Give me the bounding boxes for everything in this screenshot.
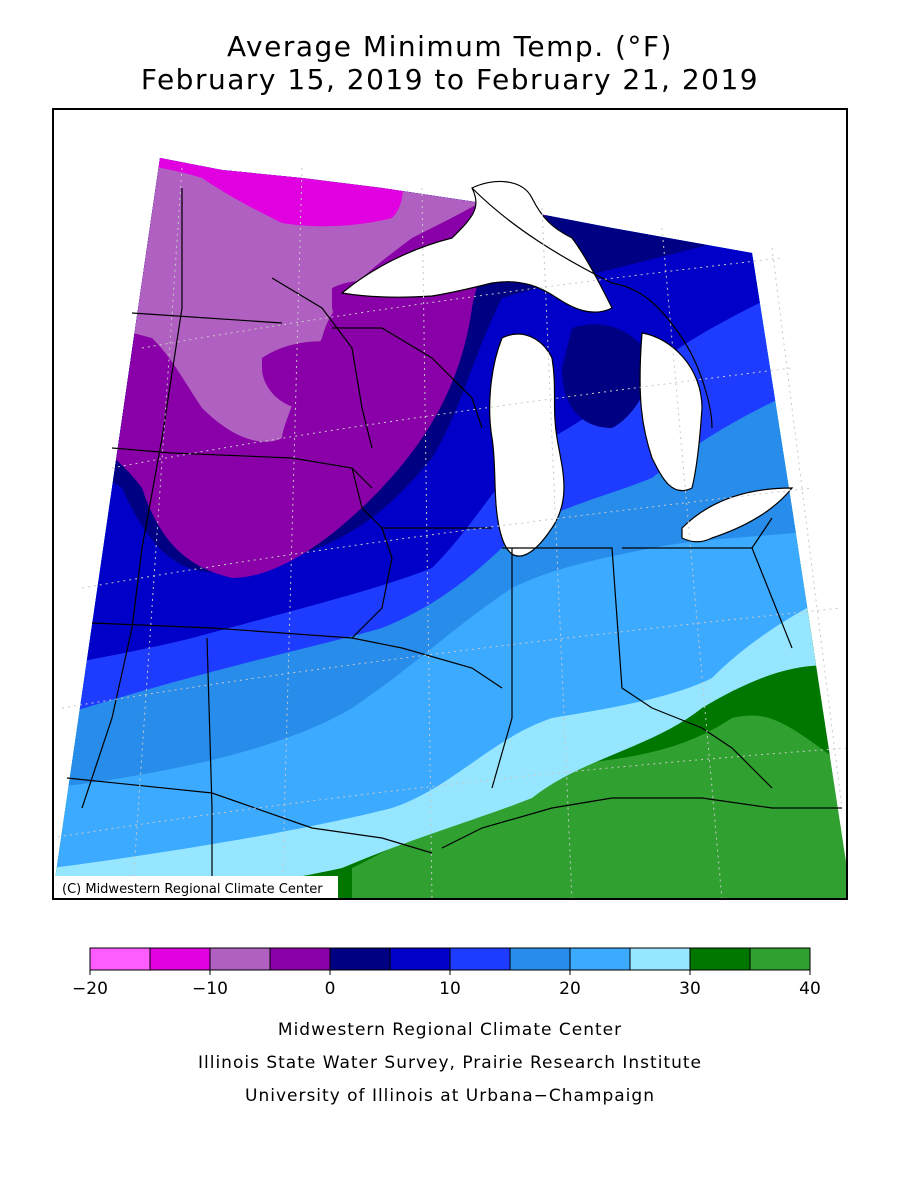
legend-ticks: −20 −10 0 10 20 30 40: [72, 970, 821, 999]
michigan-peninsula-outline: [471, 187, 713, 429]
lake-michigan: [489, 333, 565, 557]
legend-bin: [269, 947, 331, 971]
state-borders: [66, 188, 842, 898]
legend-tick-label: −20: [72, 979, 108, 999]
footer-org: Midwestern Regional Climate Center: [277, 1020, 623, 1040]
legend-bin: [149, 947, 211, 971]
legend-bin: [509, 947, 571, 971]
legend-bin: [89, 947, 151, 971]
lat-lon-grid: [52, 167, 848, 900]
color-legend: −20 −10 0 10 20 30 40: [72, 947, 821, 999]
map-date-range: February 15, 2019 to February 21, 2019: [140, 63, 760, 96]
map-frame: [52, 108, 848, 900]
legend-tick-label: −10: [192, 979, 228, 999]
legend-bins: [89, 947, 811, 971]
lake-erie: [681, 487, 794, 543]
legend-tick-label: 30: [679, 979, 701, 999]
legend-bin: [329, 947, 391, 971]
legend-bin: [209, 947, 271, 971]
legend-bin: [569, 947, 631, 971]
copyright-label: (C) Midwestern Regional Climate Center: [62, 882, 323, 897]
legend-tick-label: 0: [325, 979, 336, 999]
legend-tick-label: 20: [559, 979, 581, 999]
legend-bin: [449, 947, 511, 971]
legend-tick-label: 10: [439, 979, 461, 999]
legend-bin: [389, 947, 451, 971]
copyright-background: [54, 876, 338, 898]
lake-superior: [340, 180, 613, 313]
temperature-map: (C) Midwestern Regional Climate Center: [52, 108, 848, 900]
legend-bin: [629, 947, 691, 971]
lake-huron: [639, 332, 703, 492]
great-lakes: [340, 180, 794, 557]
legend-bin: [749, 947, 811, 971]
legend-tick-label: 40: [799, 979, 821, 999]
map-title: Average Minimum Temp. (°F): [227, 30, 673, 63]
footer-survey: Illinois State Water Survey, Prairie Res…: [198, 1053, 702, 1073]
footer-university: University of Illinois at Urbana−Champai…: [245, 1086, 655, 1106]
legend-bin: [689, 947, 751, 971]
